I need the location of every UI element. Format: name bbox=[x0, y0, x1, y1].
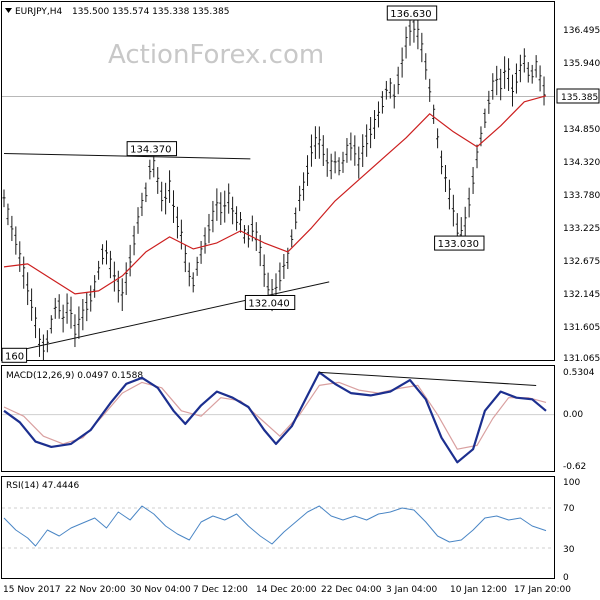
price-annotation-label: 160 bbox=[5, 351, 24, 362]
price-y-tick: 133.225 bbox=[563, 224, 600, 234]
macd-y-tick: 0.5304 bbox=[563, 368, 595, 378]
price-y-tick: 132.145 bbox=[563, 290, 600, 300]
price-annotation-label: 134.370 bbox=[130, 145, 171, 156]
price-header: EURJPY,H4 135.500 135.574 135.338 135.38… bbox=[5, 7, 229, 17]
current-price-label: 135.385 bbox=[561, 93, 598, 103]
macd-trendline bbox=[319, 371, 537, 386]
price-y-tick: 133.780 bbox=[563, 191, 600, 201]
x-tick: 15 Nov 2017 bbox=[3, 585, 61, 595]
price-annotation-label: 133.030 bbox=[438, 239, 479, 250]
rsi-line-stroke bbox=[3, 505, 547, 547]
x-tick: 17 Jan 20:00 bbox=[514, 585, 571, 595]
rsi-levels bbox=[2, 507, 554, 549]
price-annotation-label: 136.630 bbox=[390, 9, 431, 20]
rsi-y-tick: 70 bbox=[563, 504, 575, 514]
price-annotation-box bbox=[1, 347, 28, 363]
symbol-label: EURJPY,H4 bbox=[15, 7, 63, 17]
moving-average-line bbox=[3, 95, 547, 295]
price-annotation-box bbox=[244, 294, 296, 310]
price-y-tick: 132.675 bbox=[563, 257, 600, 267]
rsi-y-tick: 100 bbox=[563, 478, 580, 488]
dropdown-triangle-icon bbox=[5, 8, 12, 13]
x-tick: 14 Dec 20:00 bbox=[256, 585, 317, 595]
rsi-y-tick: 0 bbox=[563, 573, 569, 583]
x-tick: 7 Dec 12:00 bbox=[193, 585, 248, 595]
rsi-y-tick: 30 bbox=[563, 545, 575, 555]
price-y-tick: 134.320 bbox=[563, 158, 600, 168]
price-panel-frame bbox=[1, 1, 555, 361]
price-y-tick: 134.850 bbox=[563, 125, 600, 135]
price-y-tick: 131.065 bbox=[563, 354, 600, 364]
moving-average bbox=[3, 95, 547, 295]
price-annotations: 136.630 134.370 133.030 132.040 160 bbox=[1, 5, 485, 363]
current-price-box bbox=[556, 88, 600, 104]
macd-panel-frame bbox=[1, 365, 555, 472]
macd-line bbox=[3, 371, 547, 464]
price-annotation-box bbox=[434, 235, 485, 251]
macd-y-tick: -0.62 bbox=[563, 462, 586, 472]
macd-y-axis: 0.5304 0.00 -0.62 bbox=[563, 368, 595, 472]
ohlc-values: 135.500 135.574 135.338 135.385 bbox=[72, 7, 229, 17]
rsi-y-axis: 100 70 30 0 bbox=[563, 478, 580, 583]
price-y-tick: 131.605 bbox=[563, 323, 600, 333]
x-tick: 30 Nov 04:00 bbox=[130, 585, 191, 595]
rsi-line bbox=[3, 505, 547, 547]
price-trendline bbox=[19, 281, 330, 351]
macd-title: MACD(12,26,9) 0.0497 0.1588 bbox=[6, 371, 143, 381]
rsi-title: RSI(14) 47.4446 bbox=[6, 481, 79, 491]
price-y-tick: 136.495 bbox=[563, 26, 600, 36]
rsi-panel-frame bbox=[1, 476, 555, 579]
price-trendlines bbox=[3, 152, 330, 351]
macd-signal-line bbox=[3, 381, 547, 450]
price-y-axis: 136.495 135.940 134.850 134.320 133.780 … bbox=[563, 26, 600, 364]
macd-trendline-stroke bbox=[319, 371, 537, 386]
price-annotation-label: 132.040 bbox=[248, 298, 289, 309]
x-tick: 22 Nov 20:00 bbox=[65, 585, 126, 595]
x-tick: 10 Jan 12:00 bbox=[450, 585, 507, 595]
watermark: ActionForex.com bbox=[108, 40, 324, 70]
x-tick: 22 Dec 04:00 bbox=[321, 585, 382, 595]
macd-signal-stroke bbox=[3, 381, 547, 450]
price-annotation-box bbox=[386, 5, 438, 21]
price-annotation-box bbox=[126, 141, 178, 157]
x-axis: 15 Nov 2017 22 Nov 20:00 30 Nov 04:00 7 … bbox=[3, 585, 571, 595]
macd-line-stroke bbox=[3, 371, 547, 464]
price-y-tick: 135.940 bbox=[563, 59, 600, 69]
x-tick: 3 Jan 04:00 bbox=[386, 585, 438, 595]
macd-y-tick: 0.00 bbox=[563, 410, 583, 420]
